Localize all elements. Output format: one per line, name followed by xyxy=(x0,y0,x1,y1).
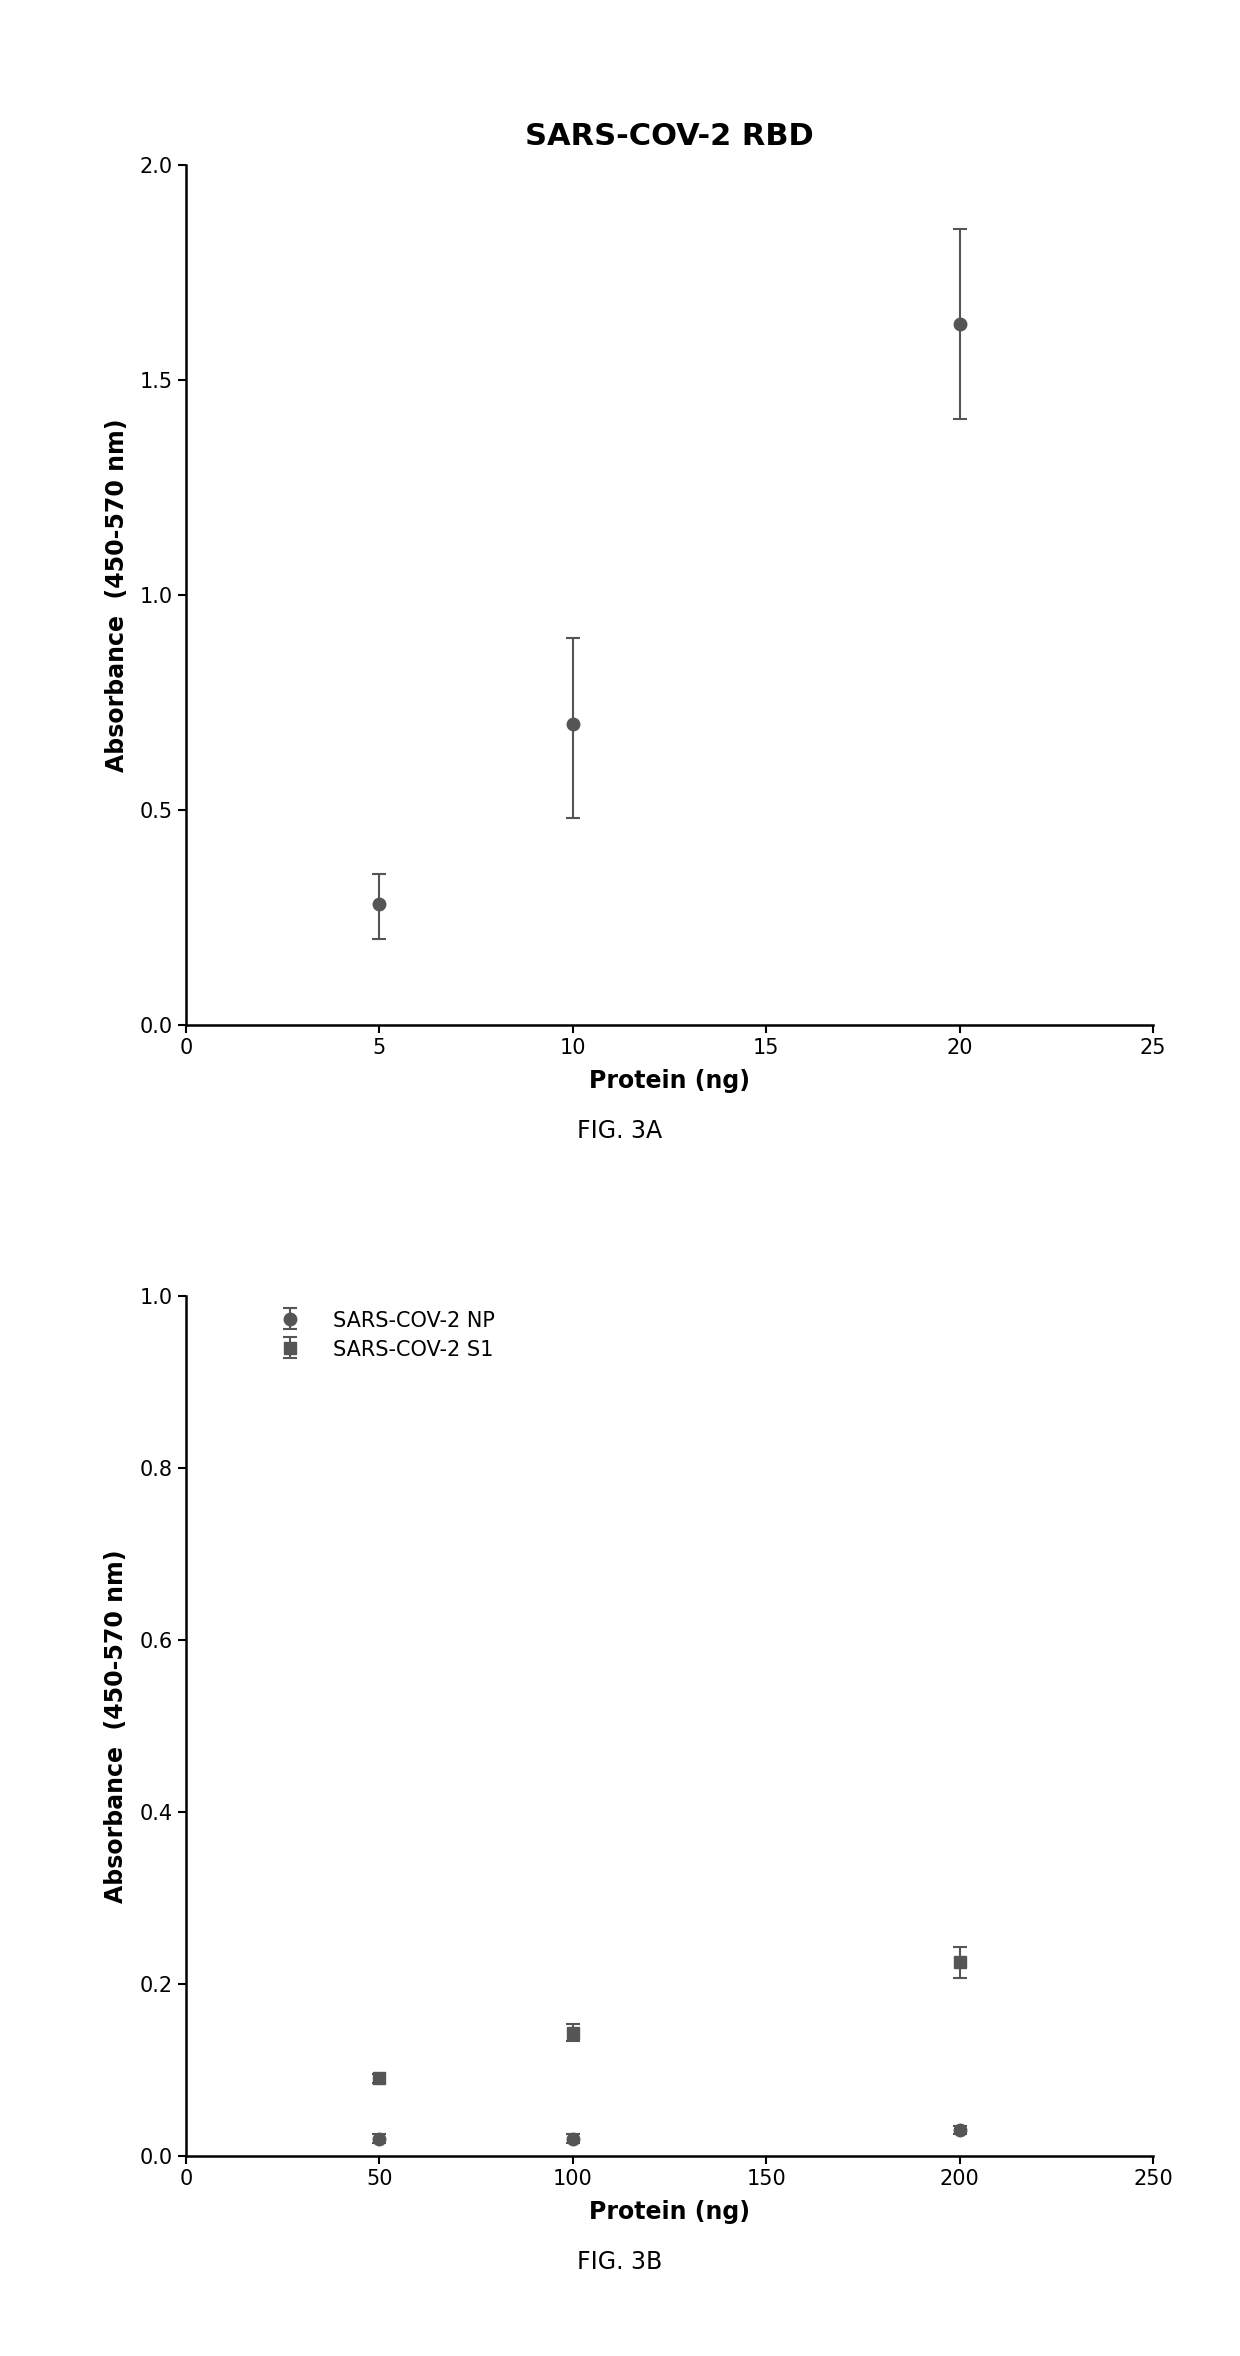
Y-axis label: Absorbance  (450-570 nm): Absorbance (450-570 nm) xyxy=(104,417,129,773)
Title: SARS-COV-2 RBD: SARS-COV-2 RBD xyxy=(526,123,813,151)
X-axis label: Protein (ng): Protein (ng) xyxy=(589,1070,750,1093)
Y-axis label: Absorbance  (450-570 nm): Absorbance (450-570 nm) xyxy=(104,1548,129,1904)
Legend: SARS-COV-2 NP, SARS-COV-2 S1: SARS-COV-2 NP, SARS-COV-2 S1 xyxy=(264,1310,495,1359)
Text: FIG. 3B: FIG. 3B xyxy=(578,2250,662,2274)
X-axis label: Protein (ng): Protein (ng) xyxy=(589,2201,750,2224)
Text: FIG. 3A: FIG. 3A xyxy=(578,1119,662,1143)
